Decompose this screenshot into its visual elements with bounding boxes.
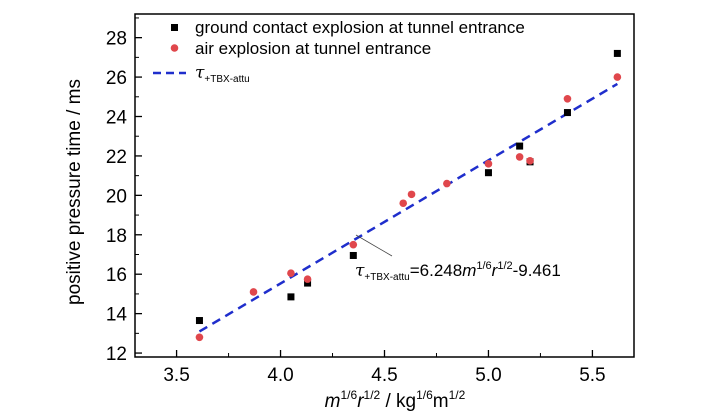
point-ground-contact bbox=[304, 279, 312, 287]
plot-area bbox=[134, 13, 635, 358]
x-tick-label: 3.5 bbox=[163, 365, 189, 386]
y-tick-label: 28 bbox=[106, 29, 127, 50]
legend-marker-air bbox=[170, 44, 179, 52]
legend: ground contact explosion at tunnel entra… bbox=[153, 18, 525, 85]
point-ground-contact bbox=[349, 251, 357, 259]
point-air-explosion bbox=[249, 288, 258, 296]
legend-label-air: air explosion at tunnel entrance bbox=[195, 39, 431, 58]
y-tick-label: 14 bbox=[106, 305, 128, 326]
point-ground-contact bbox=[287, 293, 295, 301]
point-air-explosion bbox=[613, 73, 622, 81]
fit-line bbox=[198, 82, 619, 333]
x-tick-label: 4.0 bbox=[267, 365, 293, 386]
x-axis-label: m1/6r1/2 / kg1/6m1/2 bbox=[325, 388, 466, 412]
y-tick-label: 12 bbox=[106, 344, 127, 365]
point-air-explosion bbox=[407, 190, 416, 199]
point-ground-contact bbox=[563, 109, 571, 117]
fit-equation-annotation: τ+TBX-attu=6.248m1/6r1/2-9.461 bbox=[355, 260, 561, 283]
point-air-explosion bbox=[287, 269, 295, 278]
axis-ticks: 3.5 4.0 4.5 5.0 5.5 12 14 16 18 20 22 24 26 28 bbox=[106, 17, 606, 386]
annotation-leader-line bbox=[355, 234, 393, 257]
plot-frame bbox=[134, 13, 635, 358]
x-tick-label: 4.5 bbox=[371, 365, 397, 386]
point-ground-contact bbox=[516, 142, 524, 150]
point-air-explosion bbox=[443, 179, 451, 188]
point-air-explosion bbox=[526, 157, 534, 165]
point-air-explosion bbox=[515, 153, 524, 161]
legend-label-ground: ground contact explosion at tunnel entra… bbox=[195, 18, 525, 37]
y-tick-label: 22 bbox=[106, 147, 127, 168]
y-axis-label: positive pressure time / ms bbox=[64, 79, 85, 305]
point-air-explosion bbox=[195, 333, 204, 342]
y-tick-label: 20 bbox=[106, 186, 127, 207]
point-air-explosion bbox=[399, 199, 408, 208]
point-ground-contact bbox=[613, 49, 621, 57]
legend-marker-ground bbox=[171, 24, 178, 31]
legend-label-fit: τ+TBX-attu bbox=[195, 63, 250, 85]
fit-line-layer bbox=[198, 82, 619, 333]
point-air-explosion bbox=[563, 94, 572, 103]
point-air-explosion bbox=[349, 240, 358, 249]
y-tick-label: 16 bbox=[106, 265, 127, 286]
point-air-explosion bbox=[484, 160, 493, 168]
y-tick-label: 18 bbox=[106, 226, 127, 247]
data-points bbox=[195, 49, 622, 342]
x-tick-label: 5.5 bbox=[579, 365, 605, 386]
point-air-explosion bbox=[303, 275, 312, 283]
point-ground-contact bbox=[195, 317, 203, 325]
y-tick-label: 26 bbox=[106, 68, 127, 89]
x-tick-label: 5.0 bbox=[475, 365, 501, 386]
y-tick-label: 24 bbox=[106, 108, 128, 129]
point-ground-contact bbox=[484, 169, 492, 177]
